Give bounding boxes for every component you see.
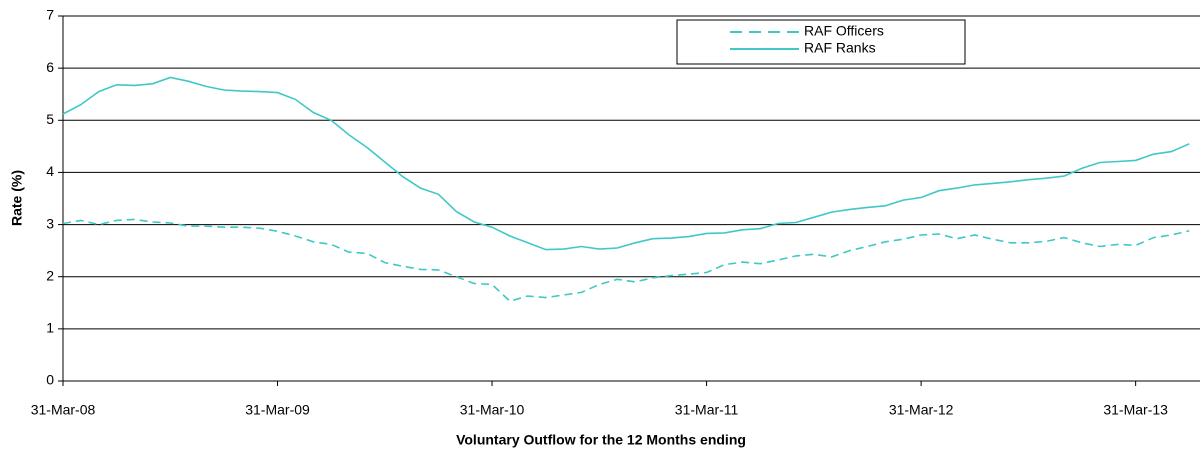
y-tick-label: 3 [46,215,54,231]
y-tick-label: 0 [46,372,54,388]
y-tick-label: 5 [46,111,54,127]
y-tick-label: 7 [46,7,54,23]
y-tick-label: 2 [46,267,54,283]
legend-label: RAF Ranks [804,40,876,56]
x-tick-label: 31-Mar-10 [460,402,525,418]
line-series [62,218,1190,303]
x-tick-label: 31-Mar-09 [245,402,310,418]
x-tick-label: 31-Mar-13 [1103,402,1168,418]
legend-box [676,19,966,65]
y-tick-label: 6 [46,59,54,75]
x-axis-title: Voluntary Outflow for the 12 Months endi… [456,432,746,448]
line-series [62,76,1190,251]
legend-label: RAF Officers [804,23,884,39]
x-tick-label: 31-Mar-12 [889,402,954,418]
x-tick-label: 31-Mar-11 [675,402,739,418]
y-axis-title: Rate (%) [9,170,25,226]
x-tick-label: 31-Mar-08 [31,402,96,418]
y-tick-label: 4 [46,163,54,179]
y-tick-label: 1 [46,320,54,336]
